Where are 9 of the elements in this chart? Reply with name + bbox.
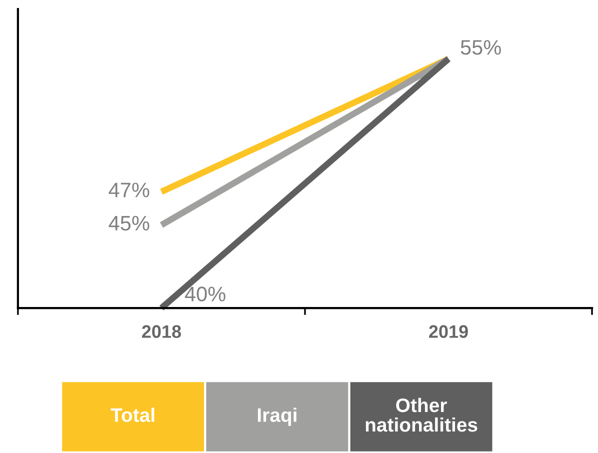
data-label: 40% <box>184 286 226 302</box>
data-label: 47% <box>108 182 150 198</box>
x-tick-label: 2018 <box>142 325 181 338</box>
text: Iraqi <box>258 408 296 426</box>
text: Other nationalities <box>366 398 478 432</box>
data-label: 55% <box>460 40 501 55</box>
x-tick-label: 2019 <box>429 325 468 338</box>
data-label: 45% <box>108 216 150 231</box>
text: Total <box>110 408 154 422</box>
